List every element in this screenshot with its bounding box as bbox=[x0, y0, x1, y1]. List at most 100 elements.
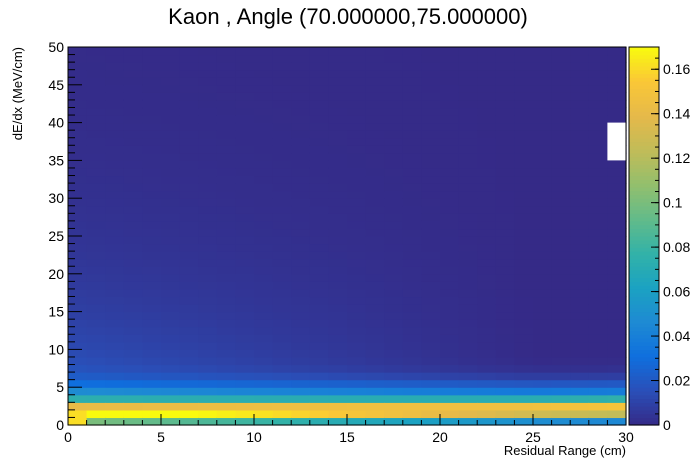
heatmap-cell bbox=[254, 288, 274, 298]
heatmap-cell bbox=[421, 69, 441, 78]
heatmap-cell bbox=[421, 409, 441, 419]
heatmap-cell bbox=[216, 417, 236, 426]
heatmap-cell bbox=[570, 167, 590, 177]
heatmap-cell bbox=[179, 236, 199, 245]
heatmap-cell bbox=[291, 99, 311, 109]
heatmap-cell bbox=[272, 137, 292, 146]
heatmap-cell bbox=[347, 402, 367, 411]
heatmap-cell bbox=[421, 266, 441, 275]
heatmap-cell bbox=[365, 409, 385, 419]
heatmap-cell bbox=[533, 288, 553, 298]
heatmap-cell bbox=[291, 273, 311, 282]
heatmap-cell bbox=[477, 356, 497, 366]
heatmap-cell bbox=[440, 198, 460, 207]
heatmap-cell bbox=[402, 273, 422, 282]
heatmap-cell bbox=[514, 69, 534, 78]
heatmap-cell bbox=[291, 258, 311, 267]
heatmap-cell bbox=[179, 387, 199, 396]
heatmap-cell bbox=[309, 341, 329, 350]
heatmap-cell bbox=[68, 319, 88, 328]
heatmap-cell bbox=[216, 107, 236, 116]
heatmap-cell bbox=[272, 304, 292, 313]
heatmap-cell bbox=[161, 220, 181, 230]
heatmap-cell bbox=[216, 372, 236, 381]
heatmap-cell bbox=[254, 387, 274, 396]
heatmap-cell bbox=[179, 409, 199, 419]
heatmap-cell bbox=[495, 379, 515, 388]
heatmap-cell bbox=[570, 364, 590, 373]
heatmap-cell bbox=[198, 319, 218, 328]
colorbar-swatch bbox=[629, 251, 659, 256]
heatmap-cell bbox=[309, 167, 329, 177]
heatmap-cell bbox=[495, 319, 515, 328]
x-tick-label: 20 bbox=[432, 429, 448, 445]
heatmap-cell bbox=[384, 319, 404, 328]
heatmap-cell bbox=[254, 107, 274, 116]
heatmap-cell bbox=[254, 183, 274, 192]
heatmap-cell bbox=[514, 228, 534, 237]
heatmap-cell bbox=[384, 266, 404, 275]
heatmap-cell bbox=[533, 326, 553, 335]
heatmap-cell bbox=[570, 122, 590, 131]
heatmap-cell bbox=[309, 160, 329, 169]
heatmap-cell bbox=[328, 296, 348, 305]
heatmap-cell bbox=[588, 115, 608, 124]
heatmap-cell bbox=[384, 372, 404, 381]
heatmap-cell bbox=[384, 137, 404, 146]
heatmap-cell bbox=[179, 334, 199, 343]
heatmap-cell bbox=[254, 92, 274, 101]
heatmap-cell bbox=[570, 115, 590, 124]
heatmap-cell bbox=[291, 372, 311, 381]
heatmap-cell bbox=[607, 319, 627, 328]
heatmap-cell bbox=[254, 145, 274, 154]
heatmap-cell bbox=[328, 62, 348, 71]
heatmap-cell bbox=[309, 417, 329, 426]
heatmap-cell bbox=[365, 107, 385, 116]
heatmap-cell bbox=[347, 62, 367, 71]
heatmap-cell bbox=[402, 364, 422, 373]
heatmap-cell bbox=[105, 281, 125, 290]
heatmap-cell bbox=[347, 379, 367, 388]
heatmap-cell bbox=[514, 409, 534, 419]
heatmap-cell bbox=[365, 167, 385, 177]
heatmap-cell bbox=[272, 288, 292, 298]
heatmap-cell bbox=[477, 99, 497, 109]
colorbar-tick-label: 0.1 bbox=[663, 195, 683, 211]
heatmap-cell bbox=[477, 326, 497, 335]
heatmap-cell bbox=[588, 167, 608, 177]
heatmap-cell bbox=[235, 54, 255, 63]
heatmap-cell bbox=[514, 220, 534, 230]
heatmap-cell bbox=[309, 334, 329, 343]
heatmap-cell bbox=[254, 205, 274, 214]
heatmap-cell bbox=[607, 364, 627, 373]
heatmap-cell bbox=[291, 69, 311, 78]
heatmap-cell bbox=[216, 311, 236, 320]
heatmap-cell bbox=[365, 137, 385, 146]
heatmap-cell bbox=[235, 372, 255, 381]
heatmap-cell bbox=[458, 258, 478, 267]
heatmap-cell bbox=[384, 145, 404, 154]
heatmap-cell bbox=[254, 175, 274, 184]
heatmap-cell bbox=[142, 220, 162, 230]
heatmap-cell bbox=[161, 228, 181, 237]
heatmap-cell bbox=[495, 281, 515, 290]
heatmap-cell bbox=[533, 137, 553, 146]
heatmap-cell bbox=[235, 409, 255, 419]
heatmap-cell bbox=[384, 107, 404, 116]
heatmap-cell bbox=[68, 341, 88, 350]
heatmap-cell bbox=[309, 137, 329, 146]
heatmap-cell bbox=[272, 54, 292, 63]
heatmap-cell bbox=[440, 236, 460, 245]
heatmap-cell bbox=[533, 319, 553, 328]
heatmap-cell bbox=[198, 266, 218, 275]
heatmap-cell bbox=[309, 394, 329, 403]
heatmap-cell bbox=[272, 394, 292, 403]
heatmap-cell bbox=[309, 243, 329, 252]
heatmap-cell bbox=[588, 160, 608, 169]
heatmap-cell bbox=[216, 319, 236, 328]
heatmap-cell bbox=[421, 205, 441, 214]
heatmap-cell bbox=[309, 236, 329, 245]
heatmap-cell bbox=[402, 205, 422, 214]
heatmap-cell bbox=[514, 236, 534, 245]
heatmap-cell bbox=[291, 288, 311, 298]
